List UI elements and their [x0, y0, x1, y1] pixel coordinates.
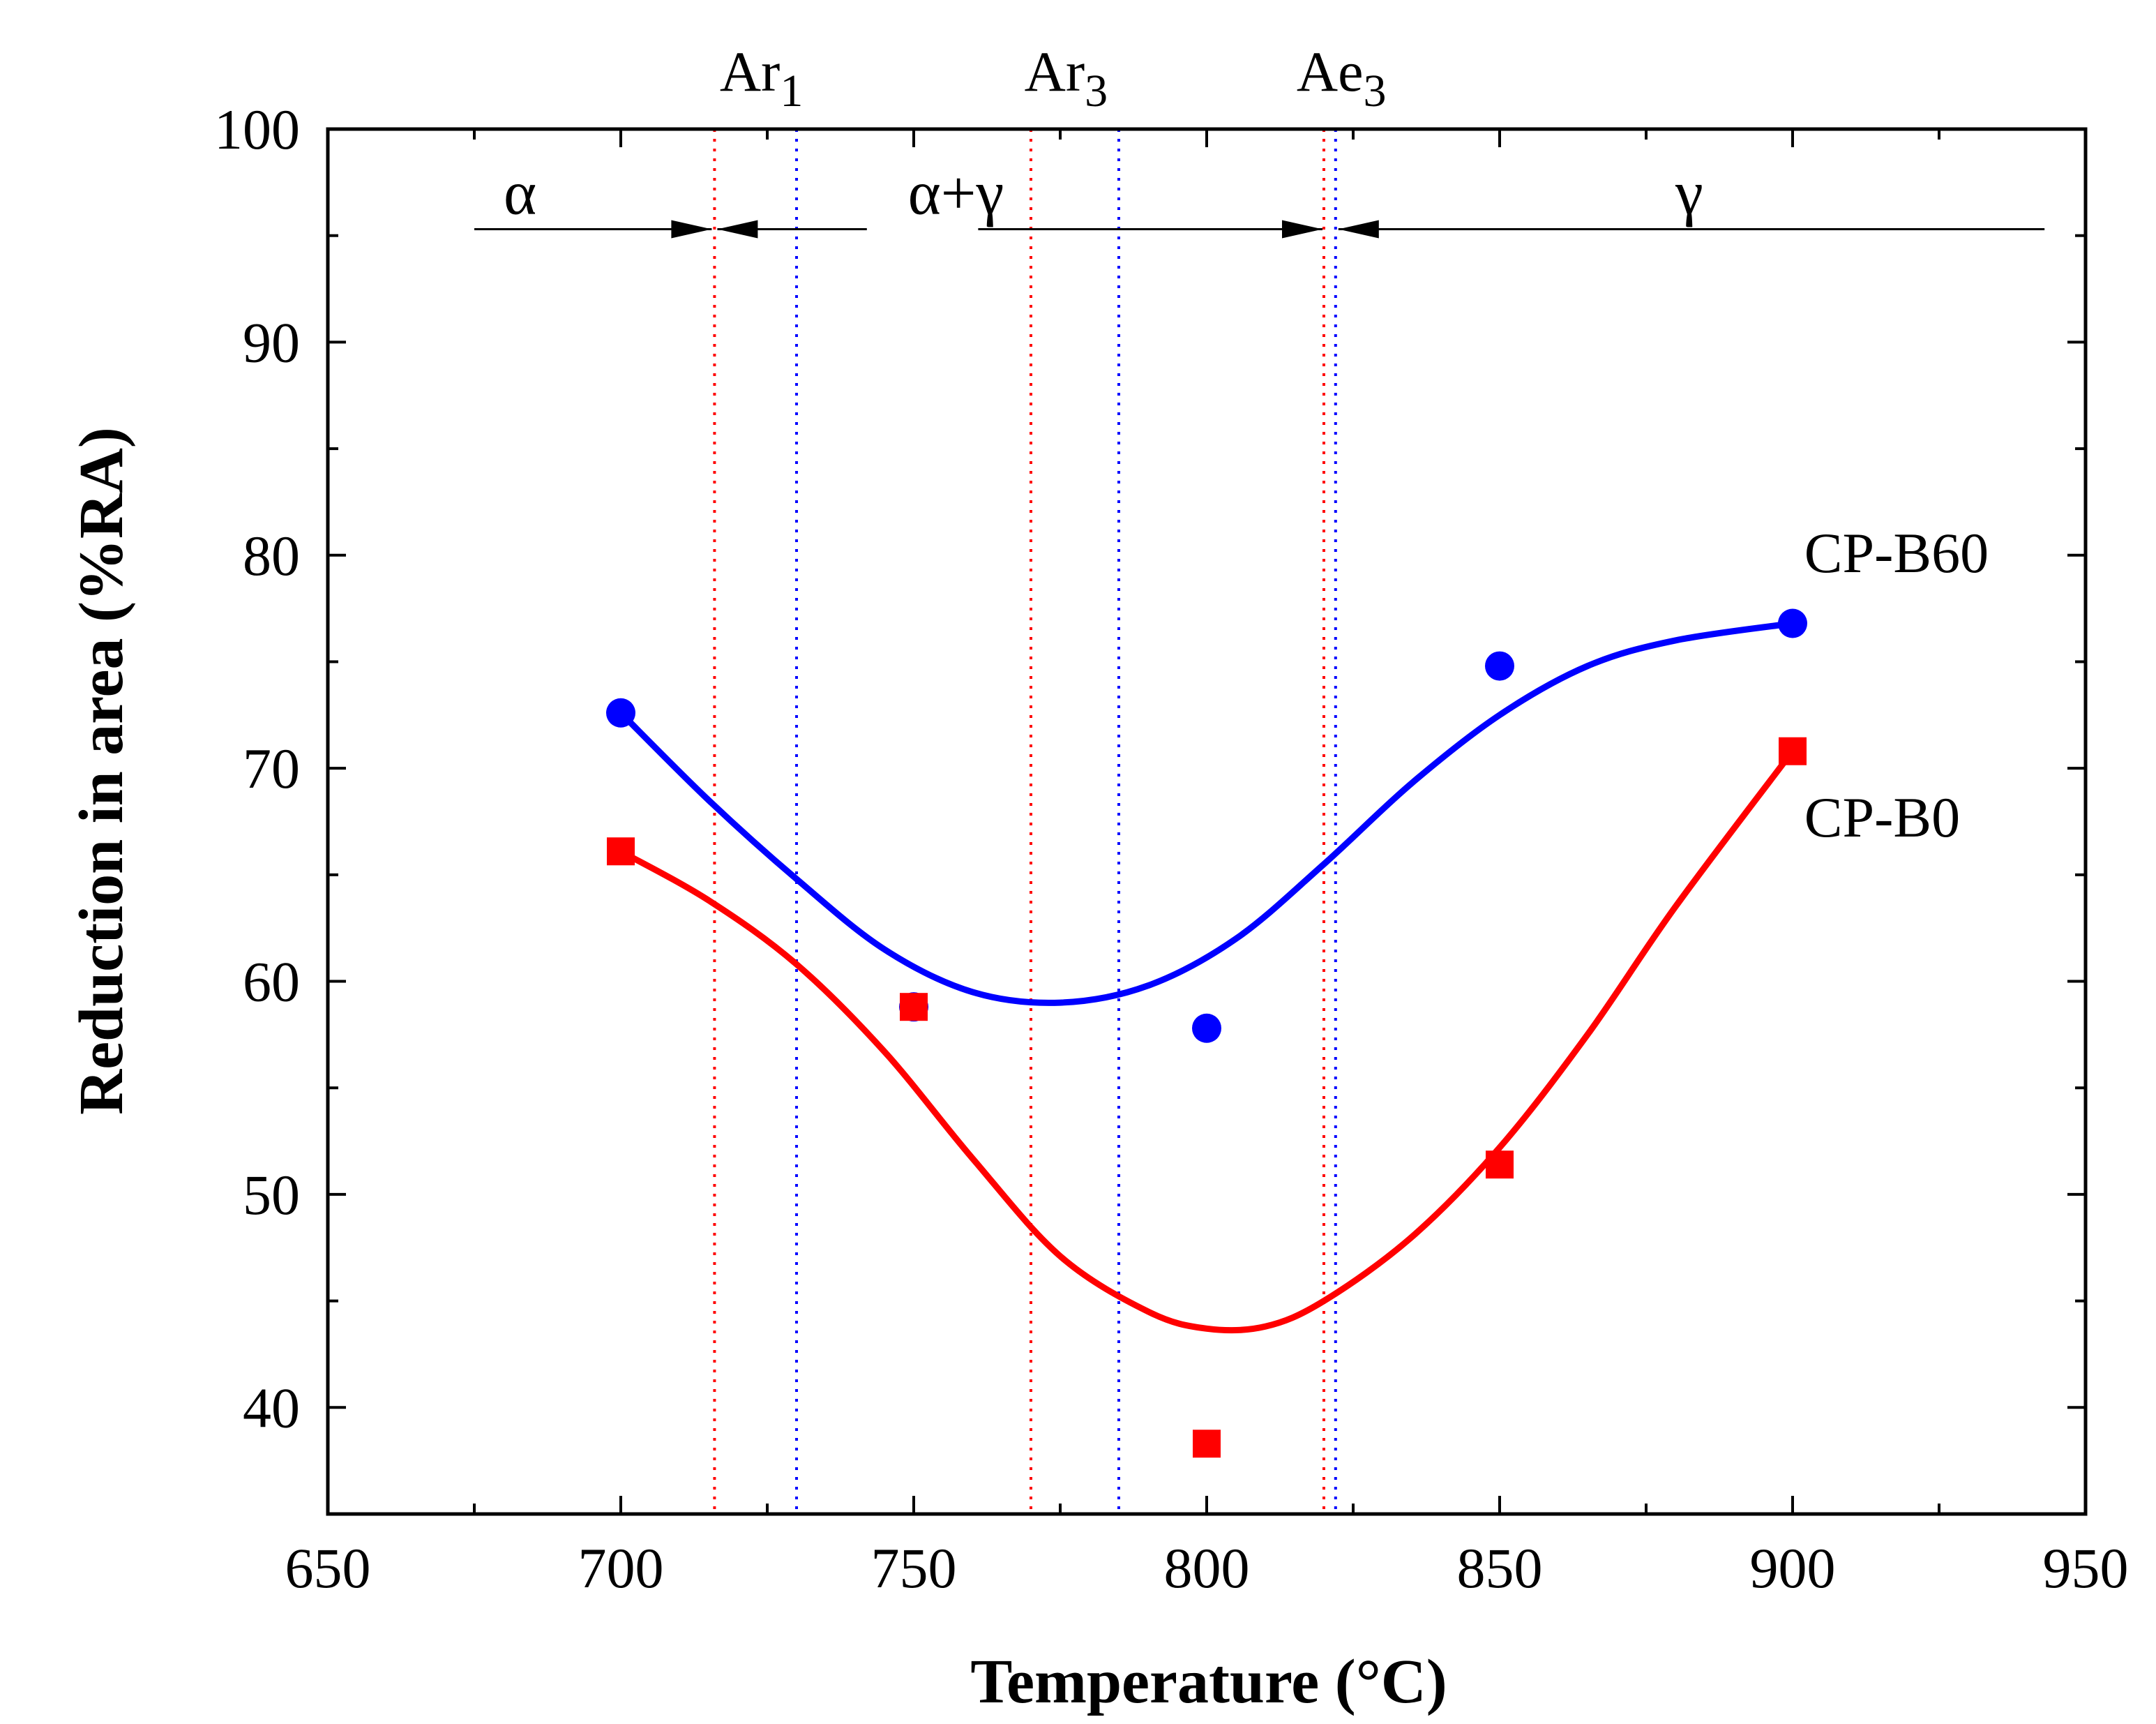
x-tick-label: 950: [2043, 1536, 2129, 1600]
x-tick-label: 700: [578, 1536, 664, 1600]
reference-lines: [713, 129, 1337, 1514]
phase-region-label: γ: [1675, 159, 1703, 228]
phase-region-label: α+γ: [908, 159, 1004, 228]
x-tick-label: 750: [871, 1536, 957, 1600]
x-tick-label: 850: [1457, 1536, 1543, 1600]
marker-base: Ar: [720, 40, 781, 103]
y-tick-label: 70: [243, 737, 300, 800]
x-tick-label: 900: [1750, 1536, 1836, 1600]
y-axis-title: Reduction in area (%RA): [67, 427, 136, 1115]
marker-base: Ar: [1025, 40, 1085, 103]
fit-curve-cp-b0: [617, 748, 1796, 1334]
axis-ticks: [326, 128, 2087, 1515]
y-tick-label: 50: [243, 1163, 300, 1227]
y-tick-label: 100: [214, 98, 300, 161]
y-tick-label: 80: [243, 524, 300, 587]
x-tick-label: 800: [1164, 1536, 1250, 1600]
marker-subscript: 3: [1364, 66, 1387, 117]
data-point-cp-b0: [900, 993, 928, 1021]
data-point-cp-b60: [1485, 651, 1514, 681]
transformation-marker-label: Ae3: [1297, 40, 1387, 117]
data-point-cp-b0: [1779, 737, 1807, 765]
fit-curves: [617, 620, 1796, 1334]
data-point-cp-b0: [607, 837, 635, 866]
transformation-marker-label: Ar3: [1025, 40, 1108, 117]
arrowhead-right: [1282, 220, 1322, 239]
series-label: CP-B0: [1804, 786, 1960, 849]
fit-curve-cp-b60: [617, 620, 1796, 1006]
arrowhead-right: [671, 220, 712, 239]
data-point-cp-b0: [1486, 1150, 1514, 1179]
y-tick-label: 90: [243, 310, 300, 374]
y-tick-label: 40: [243, 1376, 300, 1439]
marker-subscript: 1: [780, 66, 803, 117]
x-axis-title: Temperature (°C): [970, 1647, 1447, 1716]
y-tick-label: 60: [243, 950, 300, 1014]
data-point-cp-b60: [1192, 1013, 1221, 1043]
data-point-cp-b60: [606, 698, 635, 728]
marker-subscript: 3: [1085, 66, 1108, 117]
data-point-cp-b60: [1778, 608, 1807, 638]
series-label: CP-B60: [1804, 521, 1989, 585]
data-points: [606, 608, 1807, 1458]
phase-region-label: α: [504, 159, 536, 228]
transformation-marker-label: Ar1: [720, 40, 804, 117]
data-point-cp-b0: [1193, 1430, 1221, 1458]
x-tick-label: 650: [285, 1536, 371, 1600]
phase-arrows: [474, 220, 2045, 239]
marker-base: Ae: [1297, 40, 1364, 103]
